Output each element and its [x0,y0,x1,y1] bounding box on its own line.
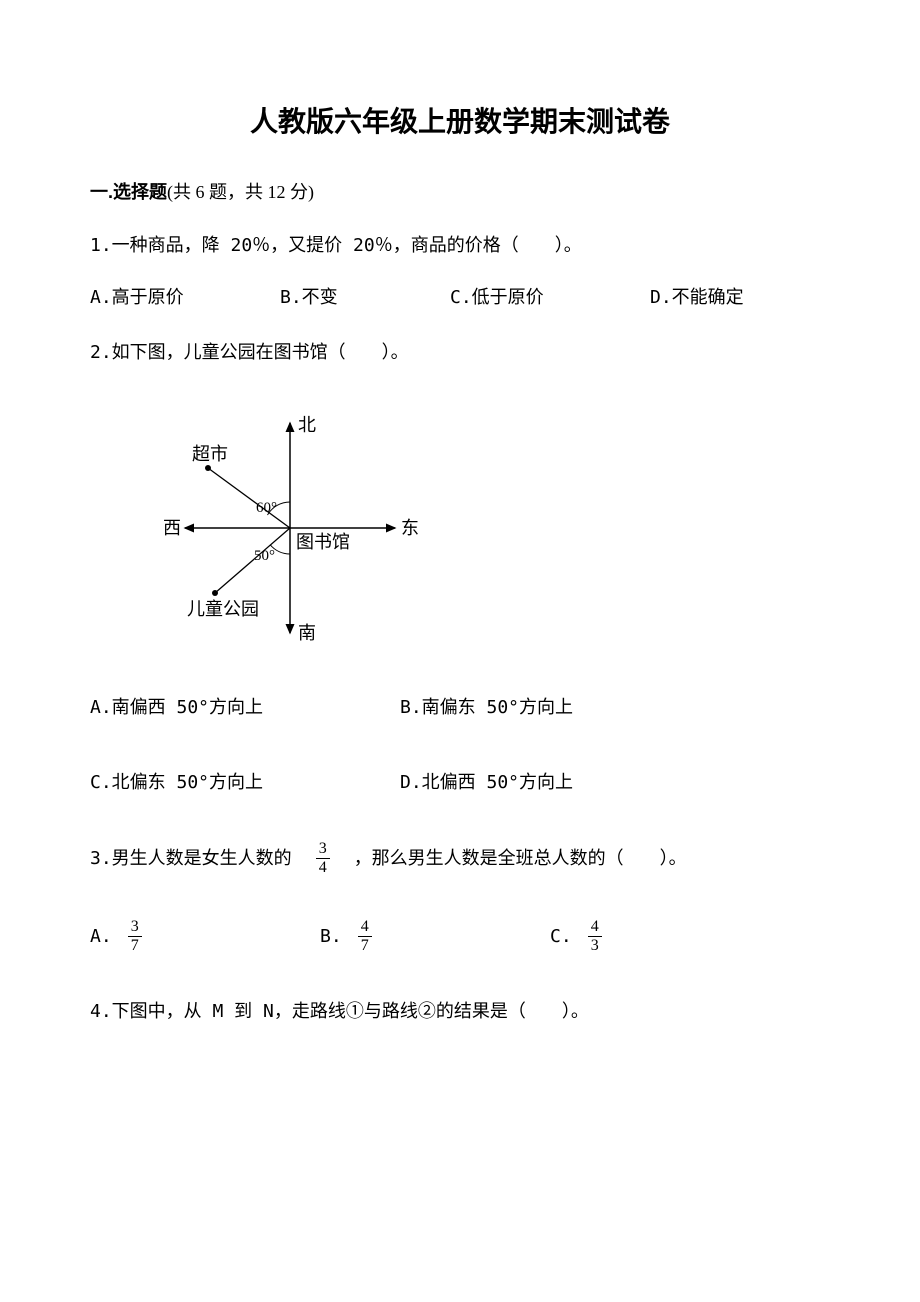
q3-opt-a-label: A. [90,917,112,957]
q3-opt-c: C. 4 3 [550,917,750,957]
q1-options: A.高于原价 B.不变 C.低于原价 D.不能确定 [90,278,830,318]
svg-text:南: 南 [298,623,316,643]
q2-opt-b: B.南偏东 50°方向上 [400,688,700,728]
q3-text-pre: 3.男生人数是女生人数的 [90,839,292,879]
q3-options: A. 3 7 B. 4 7 C. 4 3 [90,917,830,957]
section-detail: (共 6 题，共 12 分) [167,182,314,202]
q4-text: 4.下图中，从 M 到 N，走路线①与路线②的结果是（ ）。 [90,992,830,1032]
q1-opt-c: C.低于原价 [450,278,650,318]
svg-text:50°: 50° [254,548,275,564]
q3-text: 3.男生人数是女生人数的 3 4 ，那么男生人数是全班总人数的（ ）。 [90,839,830,879]
compass-diagram: 北 南 东 西 超市 图书馆 儿童公园 60° 50° [130,393,430,653]
q1-opt-d: D.不能确定 [650,278,830,318]
q1-opt-a: A.高于原价 [90,278,280,318]
q2-options: A.南偏西 50°方向上 B.南偏东 50°方向上 C.北偏东 50°方向上 D… [90,688,830,803]
q3-opt-b: B. 4 7 [320,917,550,957]
q3-opt-b-frac: 4 7 [358,919,372,954]
q1-opt-b: B.不变 [280,278,450,318]
q2-opt-d: D.北偏西 50°方向上 [400,763,700,803]
frac-den: 4 [316,859,330,876]
q2-diagram: 北 南 东 西 超市 图书馆 儿童公园 60° 50° [130,393,830,658]
q2-text: 2.如下图，儿童公园在图书馆（ ）。 [90,333,830,373]
svg-text:图书馆: 图书馆 [296,532,350,552]
q2-opt-c: C.北偏东 50°方向上 [90,763,400,803]
q3-opt-a: A. 3 7 [90,917,320,957]
page-title: 人教版六年级上册数学期末测试卷 [90,100,830,140]
svg-text:60°: 60° [256,500,277,516]
section-header: 一.选择题(共 6 题，共 12 分) [90,178,830,204]
q2-opt-a: A.南偏西 50°方向上 [90,688,400,728]
q3-fraction: 3 4 [316,841,330,876]
q3-opt-c-label: C. [550,917,572,957]
svg-text:儿童公园: 儿童公园 [187,599,259,619]
q3-opt-b-label: B. [320,917,342,957]
svg-text:东: 东 [401,518,419,538]
q1-text: 1.一种商品，降 20％，又提价 20％，商品的价格（ ）。 [90,226,830,266]
q3-opt-a-frac: 3 7 [128,919,142,954]
section-label: 一.选择题 [90,182,167,202]
svg-text:北: 北 [298,415,316,435]
svg-text:超市: 超市 [192,444,228,464]
svg-text:西: 西 [163,518,181,538]
frac-num: 3 [316,841,330,859]
exam-page: 人教版六年级上册数学期末测试卷 一.选择题(共 6 题，共 12 分) 1.一种… [0,0,920,1302]
q3-opt-c-frac: 4 3 [588,919,602,954]
q3-text-post: ，那么男生人数是全班总人数的（ ）。 [354,839,687,879]
